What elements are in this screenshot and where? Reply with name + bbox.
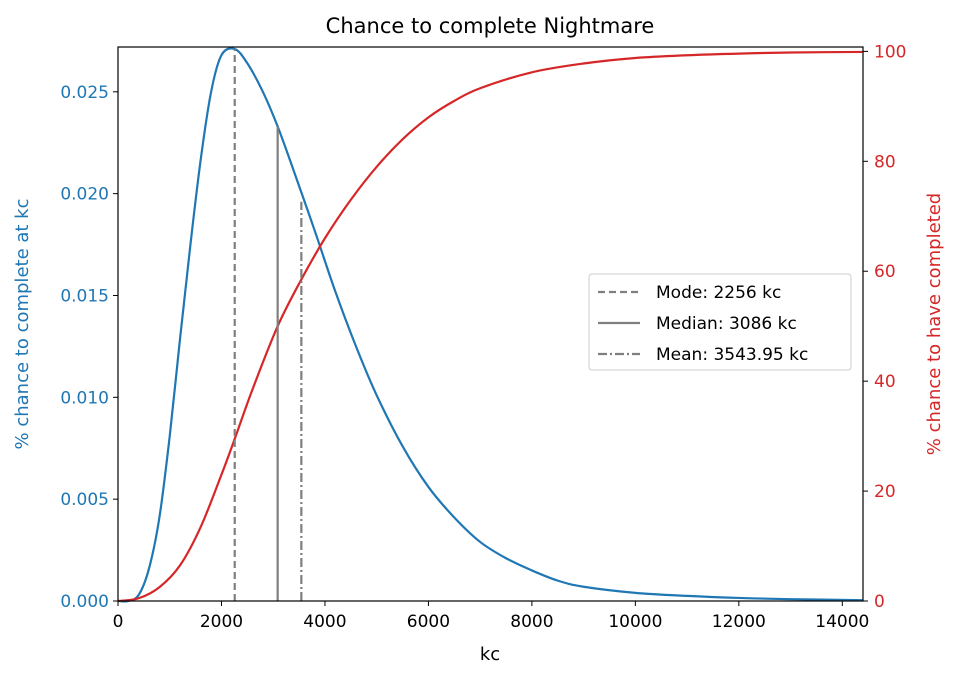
x-tick-label: 10000: [608, 612, 662, 632]
legend-items: Mode: 2256 kc Median: 3086 kc Mean: 3543.9…: [598, 283, 808, 365]
right-y-tick-label: 100: [874, 42, 906, 62]
right-y-axis: 0 20 40 60 80 100: [863, 42, 906, 612]
right-y-tick-label: 20: [874, 482, 896, 502]
left-y-tick-label: 0.020: [60, 185, 109, 205]
left-y-tick-label: 0.005: [60, 490, 109, 510]
legend-label: Mean: 3543.95 kc: [656, 345, 808, 365]
marker-lines-layer: [233, 49, 303, 601]
x-tick-label: 4000: [303, 612, 346, 632]
cumulative-completion-curve: [117, 50, 864, 603]
x-tick-label: 14000: [815, 612, 869, 632]
x-axis-label: kc: [480, 644, 500, 665]
plot-frame: [117, 46, 864, 602]
right-y-tick-label: 80: [874, 152, 896, 172]
right-y-axis-label: % chance to have completed: [924, 193, 945, 455]
x-axis: 0 2000 4000 6000 8000 10000 12000 14000: [113, 601, 869, 632]
x-tick-label: 0: [113, 612, 124, 632]
legend-box: [588, 273, 852, 371]
left-y-tick-label: 0.015: [60, 286, 109, 306]
x-tick-label: 6000: [407, 612, 450, 632]
right-y-tick-label: 60: [874, 262, 896, 282]
x-tick-label: 8000: [510, 612, 553, 632]
right-y-tick-label: 40: [874, 372, 896, 392]
x-tick-label: 2000: [200, 612, 243, 632]
legend-label: Median: 3086 kc: [656, 314, 797, 334]
left-y-tick-label: 0.025: [60, 83, 109, 103]
x-tick-label: 12000: [712, 612, 766, 632]
left-y-tick-label: 0.010: [60, 388, 109, 408]
legend-label: Mode: 2256 kc: [656, 283, 781, 303]
curves-layer: [117, 47, 864, 603]
left-y-axis-label: % chance to complete at kc: [12, 199, 33, 450]
completion-chance-curve: [117, 47, 864, 603]
left-y-axis: 0.000 0.005 0.010 0.015 0.020 0.025: [60, 83, 118, 612]
chart-title: Chance to complete Nightmare: [326, 14, 655, 38]
right-y-tick-label: 0: [874, 592, 885, 612]
legend: Mode: 2256 kc Median: 3086 kc Mean: 3543.9…: [588, 273, 852, 371]
left-y-tick-label: 0.000: [60, 592, 109, 612]
